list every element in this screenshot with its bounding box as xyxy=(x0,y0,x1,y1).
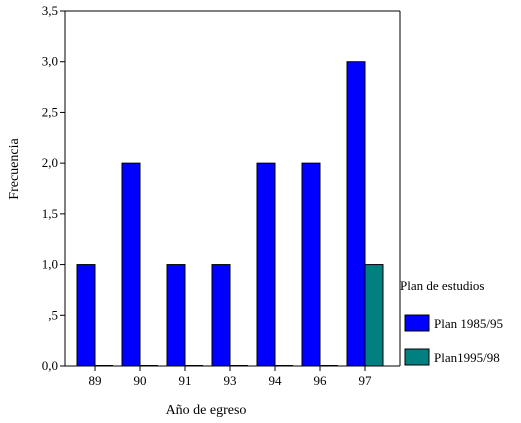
x-tick-label: 90 xyxy=(134,373,147,388)
bar-plan-1985-95-94 xyxy=(256,162,276,367)
x-tick-label: 94 xyxy=(269,373,283,388)
bar-plan-1985-95-90 xyxy=(121,162,141,367)
x-tick-label: 91 xyxy=(179,373,192,388)
y-tick-label: 3,5 xyxy=(42,3,58,18)
bar-plan-1985-95-91 xyxy=(166,264,186,367)
bar-plan-1985-95-96 xyxy=(301,162,321,367)
x-axis-title: Año de egreso xyxy=(166,403,247,418)
y-tick-label: 0,0 xyxy=(42,358,58,373)
bar-plan-1985-95-89 xyxy=(76,264,96,367)
legend-title: Plan de estudios xyxy=(400,278,485,293)
legend-label: Plan 1985/95 xyxy=(434,316,503,331)
x-tick-label: 96 xyxy=(314,373,328,388)
y-tick-label: 3,0 xyxy=(42,54,58,69)
x-tick-label: 89 xyxy=(89,373,102,388)
x-tick-label: 97 xyxy=(359,373,373,388)
y-tick-label: 2,0 xyxy=(42,155,58,170)
x-tick-label: 93 xyxy=(224,373,237,388)
bar-plan-1985-95-97 xyxy=(346,61,366,367)
y-axis-title: Frecuencia xyxy=(7,138,22,200)
y-tick-label: ,5 xyxy=(48,307,58,322)
legend-swatch xyxy=(404,348,430,366)
legend-label: Plan1995/98 xyxy=(434,350,500,365)
y-tick-label: 1,0 xyxy=(42,257,58,272)
bar-plan-1995-98-97 xyxy=(364,264,384,367)
y-tick-label: 1,5 xyxy=(42,206,58,221)
legend: Plan de estudios Plan 1985/95 Plan1995/98 xyxy=(400,278,503,366)
legend-swatch xyxy=(404,314,430,332)
bar-plan-1985-95-93 xyxy=(211,264,231,367)
y-tick-label: 2,5 xyxy=(42,104,58,119)
